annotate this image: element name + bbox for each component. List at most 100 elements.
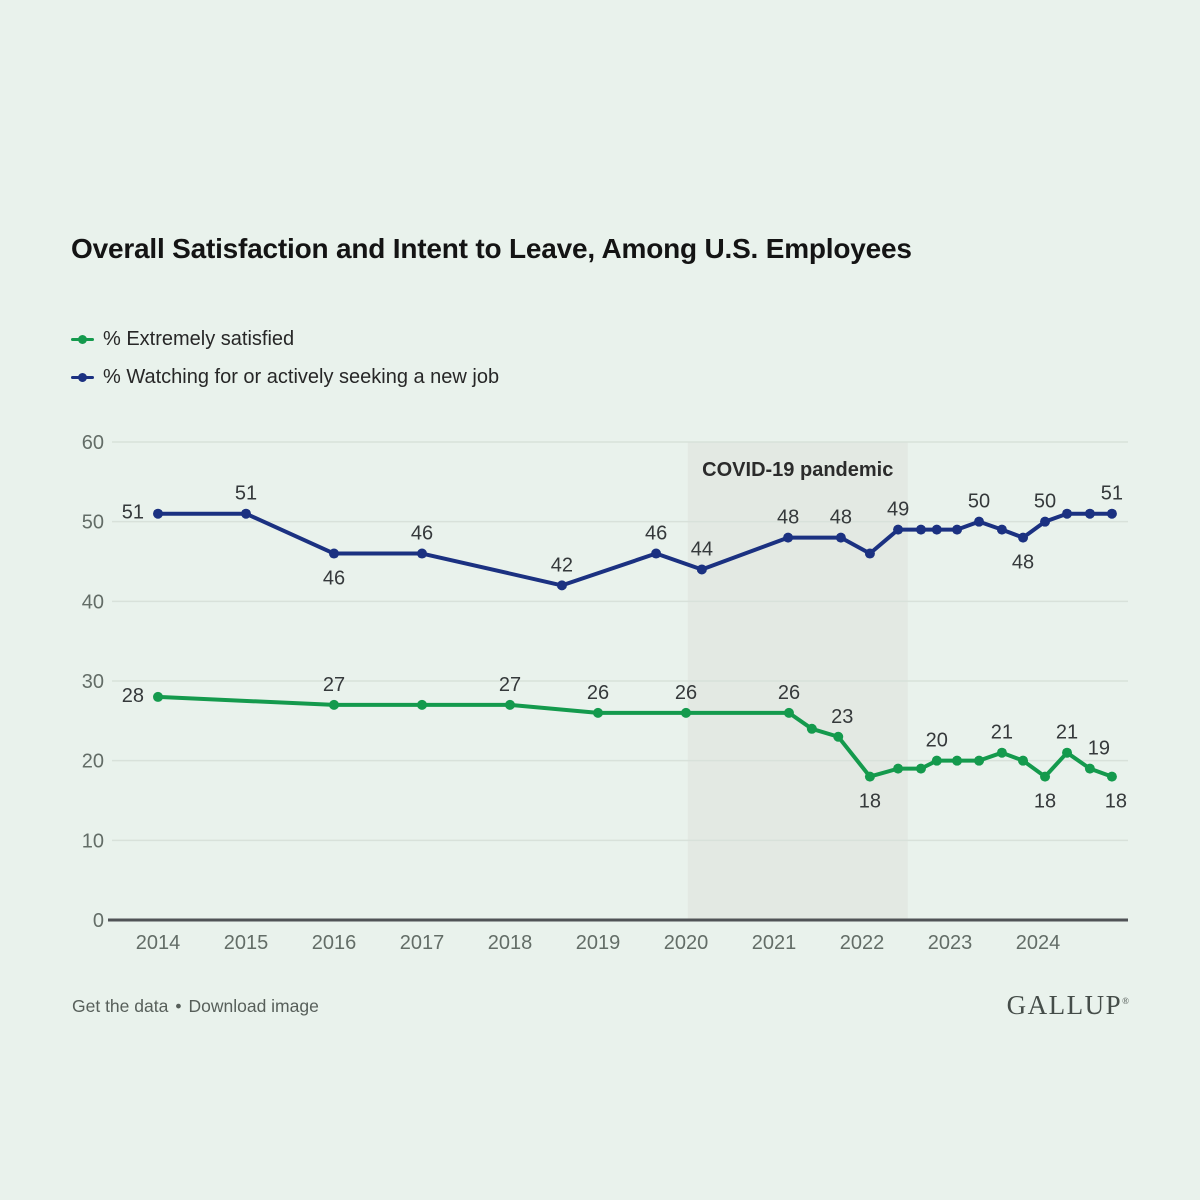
- data-point-marker: [996, 524, 1007, 535]
- get-the-data-link[interactable]: Get the data: [72, 996, 169, 1016]
- data-point-marker: [893, 524, 904, 535]
- legend-line-marker-icon: [71, 334, 94, 345]
- data-point-marker: [1062, 508, 1073, 519]
- data-point-marker: [651, 548, 662, 559]
- data-point-marker: [1040, 516, 1051, 527]
- data-point-marker: [996, 747, 1007, 758]
- data-point-marker: [153, 508, 163, 519]
- data-point-label: 26: [778, 682, 800, 704]
- gallup-logo-text: GALLUP: [1006, 990, 1123, 1020]
- registered-mark-icon: ®: [1122, 996, 1129, 1006]
- data-point-label: 51: [122, 502, 144, 524]
- x-tick-label: 2017: [400, 932, 445, 954]
- data-point-marker: [931, 524, 942, 535]
- data-point-marker: [783, 707, 794, 718]
- data-point-label: 28: [122, 685, 144, 707]
- data-point-label: 23: [831, 706, 853, 728]
- data-point-label: 48: [830, 507, 852, 529]
- x-tick-label: 2023: [928, 932, 973, 954]
- data-point-marker: [1018, 532, 1029, 543]
- data-point-label: 19: [1088, 738, 1110, 760]
- data-point-label: 51: [235, 483, 257, 505]
- data-point-marker: [329, 699, 339, 710]
- data-point-marker: [931, 755, 942, 766]
- legend-label-extremely-satisfied: % Extremely satisfied: [103, 327, 295, 350]
- data-point-marker: [417, 548, 427, 559]
- x-tick-label: 2021: [752, 932, 797, 954]
- y-tick-label: 60: [82, 432, 104, 454]
- y-tick-label: 10: [82, 830, 104, 852]
- data-point-marker: [1084, 763, 1095, 774]
- data-point-label: 46: [411, 523, 433, 545]
- data-point-marker: [974, 755, 985, 766]
- y-tick-label: 50: [82, 512, 104, 534]
- data-point-label: 20: [926, 730, 948, 752]
- data-point-marker: [915, 763, 926, 774]
- download-image-link[interactable]: Download image: [188, 996, 319, 1016]
- data-point-label: 27: [323, 674, 345, 696]
- series-line-1: [156, 511, 1114, 588]
- data-point-marker: [974, 516, 985, 527]
- data-point-label: 49: [887, 499, 909, 521]
- data-point-marker: [696, 564, 707, 575]
- data-point-marker: [1062, 747, 1073, 758]
- data-point-marker: [806, 723, 817, 734]
- x-tick-label: 2022: [840, 932, 885, 954]
- data-point-label: 48: [1012, 552, 1034, 574]
- data-point-label: 18: [1105, 791, 1127, 813]
- y-tick-label: 0: [93, 910, 104, 932]
- data-point-marker: [241, 508, 251, 519]
- data-point-label: 21: [1056, 722, 1078, 744]
- data-point-label: 26: [675, 682, 697, 704]
- x-tick-label: 2015: [224, 932, 269, 954]
- data-point-label: 50: [968, 491, 990, 513]
- data-point-label: 42: [551, 554, 573, 576]
- data-point-label: 18: [859, 791, 881, 813]
- data-point-marker: [864, 548, 875, 559]
- data-point-label: 26: [587, 682, 609, 704]
- data-point-marker: [153, 691, 163, 702]
- x-tick-label: 2019: [576, 932, 621, 954]
- data-point-label: 44: [691, 538, 713, 560]
- y-tick-label: 20: [82, 751, 104, 773]
- data-point-label: 18: [1034, 791, 1056, 813]
- data-point-marker: [952, 755, 963, 766]
- data-point-marker: [915, 524, 926, 535]
- footer-separator: •: [175, 996, 182, 1016]
- data-point-marker: [1106, 771, 1117, 782]
- data-point-marker: [556, 580, 567, 591]
- data-point-label: 46: [323, 568, 345, 590]
- y-tick-label: 30: [82, 671, 104, 693]
- data-point-marker: [783, 532, 794, 543]
- chart-title: Overall Satisfaction and Intent to Leave…: [71, 233, 912, 264]
- data-point-marker: [835, 532, 846, 543]
- legend: % Extremely satisfied % Watching for or …: [71, 325, 499, 401]
- x-tick-label: 2018: [488, 932, 533, 954]
- data-point-marker: [505, 699, 515, 710]
- x-tick-label: 2020: [664, 932, 709, 954]
- data-point-marker: [833, 731, 844, 742]
- data-point-label: 21: [991, 722, 1013, 744]
- data-point-label: 48: [777, 507, 799, 529]
- data-point-marker: [681, 707, 691, 718]
- legend-label-seeking-new-job: % Watching for or actively seeking a new…: [103, 365, 500, 388]
- data-point-marker: [417, 699, 427, 710]
- data-point-label: 46: [645, 523, 667, 545]
- data-point-label: 27: [499, 674, 521, 696]
- x-tick-label: 2016: [312, 932, 357, 954]
- legend-item-extremely-satisfied: % Extremely satisfied: [71, 325, 499, 353]
- legend-item-seeking-new-job: % Watching for or actively seeking a new…: [71, 363, 499, 391]
- data-point-label: 51: [1101, 483, 1123, 505]
- data-point-marker: [1018, 755, 1029, 766]
- data-point-marker: [593, 707, 603, 718]
- footer-links: Get the data • Download image: [72, 996, 319, 1017]
- legend-line-marker-icon: [71, 372, 94, 383]
- gallup-logo: GALLUP®: [1007, 990, 1129, 1021]
- data-point-marker: [329, 548, 339, 559]
- data-point-marker: [1106, 508, 1117, 519]
- y-tick-label: 40: [82, 591, 104, 613]
- data-point-marker: [1084, 508, 1095, 519]
- data-point-marker: [893, 763, 904, 774]
